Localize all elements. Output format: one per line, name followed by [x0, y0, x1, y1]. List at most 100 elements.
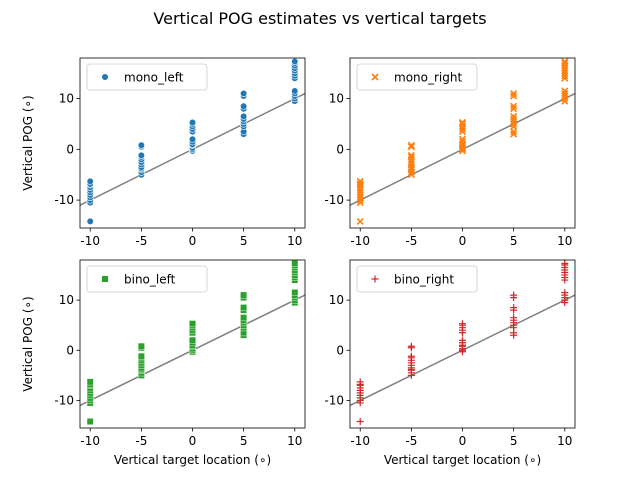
series-bino_left	[86, 260, 299, 425]
legend-frame	[86, 63, 208, 91]
x-tick-label: 5	[510, 434, 518, 448]
data-point	[407, 141, 415, 149]
series-mono_right	[356, 57, 569, 225]
legend-marker	[371, 275, 379, 283]
y-tick-label: -10	[324, 393, 344, 407]
series-mono_left	[86, 57, 299, 226]
legend-frame	[356, 265, 478, 293]
x-tick-label: 0	[459, 434, 467, 448]
legend: bino_right	[356, 265, 478, 293]
legend-label: mono_left	[124, 71, 184, 85]
data-point	[356, 417, 364, 425]
x-tick-label: 0	[189, 234, 197, 248]
data-point	[240, 112, 248, 120]
x-axis-label: Vertical target location (∘)	[384, 453, 541, 467]
data-point	[458, 138, 467, 146]
data-point	[510, 89, 518, 98]
data-point	[291, 260, 299, 267]
legend-label: bino_right	[394, 273, 454, 287]
x-tick-label: 10	[557, 434, 572, 448]
x-tick-label: 5	[240, 234, 248, 248]
series-bino_right	[356, 260, 569, 425]
data-point	[510, 115, 518, 123]
legend-frame	[356, 63, 478, 91]
data-point	[86, 217, 94, 226]
y-axis-label: Vertical POG (∘)	[21, 296, 35, 391]
data-point	[459, 320, 466, 328]
data-point	[240, 304, 248, 312]
data-point	[510, 92, 518, 100]
data-point	[561, 87, 569, 95]
data-point	[561, 59, 569, 67]
data-point	[86, 418, 94, 425]
legend: mono_left	[86, 63, 208, 91]
panels: -10 -5 0 5 10 -10 0 10 Vertical POG (∘) mono_left…	[21, 57, 576, 467]
legend-marker	[101, 275, 109, 283]
legend-frame	[86, 265, 208, 293]
x-tick-label: 5	[510, 234, 518, 248]
subplot-bottom-left: -10 -5 0 5 10 -10 0 10 Vertical target location …	[21, 259, 306, 467]
data-point	[86, 177, 94, 185]
legend-label: bino_left	[124, 273, 176, 287]
data-point	[291, 87, 299, 95]
data-point	[407, 151, 415, 159]
data-point	[356, 180, 364, 188]
y-tick-label: 10	[329, 92, 344, 106]
data-point	[86, 378, 94, 386]
y-tick-label: 0	[336, 142, 344, 156]
legend: bino_left	[86, 265, 208, 293]
x-tick-label: -5	[405, 434, 417, 448]
x-tick-label: -10	[350, 434, 370, 448]
data-point	[240, 291, 248, 299]
data-point	[240, 89, 248, 98]
x-tick-label: -5	[405, 234, 417, 248]
data-point	[561, 89, 569, 98]
data-point	[407, 342, 415, 350]
data-point	[458, 120, 467, 128]
x-tick-label: 10	[287, 234, 302, 248]
data-point	[459, 336, 466, 344]
y-tick-label: -10	[54, 193, 74, 207]
x-tick-label: -10	[80, 434, 100, 448]
data-point	[356, 378, 364, 386]
data-point	[137, 352, 145, 360]
data-point	[510, 304, 518, 312]
legend-marker	[101, 73, 109, 81]
y-tick-label: 10	[59, 92, 74, 106]
legend-marker	[371, 73, 379, 81]
data-point	[291, 289, 299, 296]
y-tick-label: 0	[66, 142, 74, 156]
x-tick-label: -5	[135, 234, 147, 248]
data-point	[561, 57, 569, 66]
y-tick-label: -10	[324, 193, 344, 207]
subplot-bottom-right: -10 -5 0 5 10 -10 0 10 Vertical target location …	[324, 259, 576, 467]
data-point	[407, 153, 415, 161]
data-point	[356, 177, 364, 185]
x-tick-label: 0	[189, 434, 197, 448]
data-point	[510, 291, 518, 299]
data-point	[510, 105, 518, 113]
x-tick-label: -10	[80, 234, 100, 248]
figure-title: Vertical POG estimates vs vertical targe…	[153, 9, 486, 28]
subplot-top-left: -10 -5 0 5 10 -10 0 10 Vertical POG (∘) mono_left	[21, 57, 306, 248]
data-point	[137, 151, 145, 160]
data-point	[407, 143, 415, 151]
data-point	[458, 118, 467, 127]
data-point	[188, 135, 197, 143]
x-axis-label: Vertical target location (∘)	[114, 453, 271, 467]
data-point	[240, 102, 248, 110]
x-tick-label: -10	[350, 234, 370, 248]
x-tick-label: -5	[135, 434, 147, 448]
legend-label: mono_right	[394, 71, 462, 85]
data-point	[137, 342, 145, 350]
data-point	[510, 130, 518, 138]
data-point	[407, 352, 415, 360]
data-point	[510, 314, 518, 322]
y-axis-label: Vertical POG (∘)	[21, 95, 35, 190]
data-point	[137, 141, 145, 149]
data-point	[510, 112, 518, 120]
data-point	[291, 57, 299, 66]
data-point	[189, 336, 196, 344]
y-tick-label: 10	[329, 293, 344, 307]
